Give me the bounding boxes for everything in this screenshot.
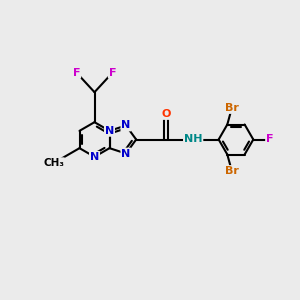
Text: N: N [105, 126, 114, 136]
Text: F: F [109, 68, 116, 78]
Text: F: F [266, 134, 274, 145]
Text: N: N [121, 148, 130, 158]
Text: Br: Br [225, 166, 239, 176]
Text: F: F [73, 68, 80, 78]
Text: N: N [90, 152, 99, 162]
Text: CH₃: CH₃ [43, 158, 64, 168]
Text: Br: Br [225, 103, 239, 113]
Text: O: O [161, 109, 171, 119]
Text: NH: NH [184, 134, 203, 145]
Text: N: N [121, 121, 130, 130]
